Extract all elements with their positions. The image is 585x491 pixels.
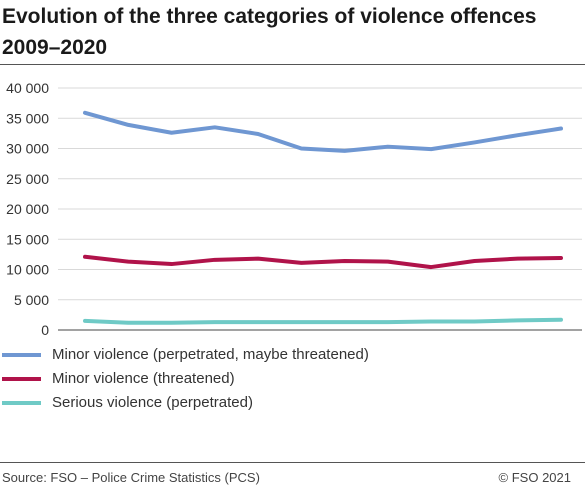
y-tick-label: 15 000 [6,231,49,247]
series-lines [83,110,563,325]
y-tick-label: 5 000 [14,292,49,308]
legend-swatch [2,401,41,405]
title-divider [0,64,585,65]
y-tick-label: 35 000 [6,110,49,126]
copyright-note: © FSO 2021 [498,470,571,485]
legend-label: Minor violence (perpetrated, maybe threa… [52,346,369,363]
chart-title: Evolution of the three categories of vio… [2,5,537,59]
y-tick-label: 10 000 [6,262,49,278]
legend-item-serious-perpetrated: Serious violence (perpetrated) [0,392,585,416]
series-line-0 [83,110,563,153]
legend: Minor violence (perpetrated, maybe threa… [0,344,585,416]
y-tick-label: 25 000 [6,171,49,187]
legend-item-minor-threatened: Minor violence (threatened) [0,368,585,392]
legend-label: Serious violence (perpetrated) [52,394,253,411]
y-tick-label: 0 [41,322,49,335]
y-tick-label: 20 000 [6,201,49,217]
y-tick-label: 40 000 [6,80,49,96]
series-line-2 [83,317,563,325]
gridlines [58,87,582,331]
y-axis-ticks: 0 5 000 10 000 15 000 20 000 25 000 30 000 35 0… [6,80,49,335]
legend-swatch [2,353,41,357]
y-tick-label: 30 000 [6,141,49,157]
legend-label: Minor violence (threatened) [52,370,235,387]
line-chart: 0 5 000 10 000 15 000 20 000 25 000 30 000 35 0… [6,80,582,335]
legend-swatch [2,377,41,381]
legend-item-minor-perpetrated: Minor violence (perpetrated, maybe threa… [0,344,585,368]
source-note: Source: FSO – Police Crime Statistics (P… [2,470,260,485]
series-line-1 [83,254,563,270]
footer-divider [0,462,585,463]
